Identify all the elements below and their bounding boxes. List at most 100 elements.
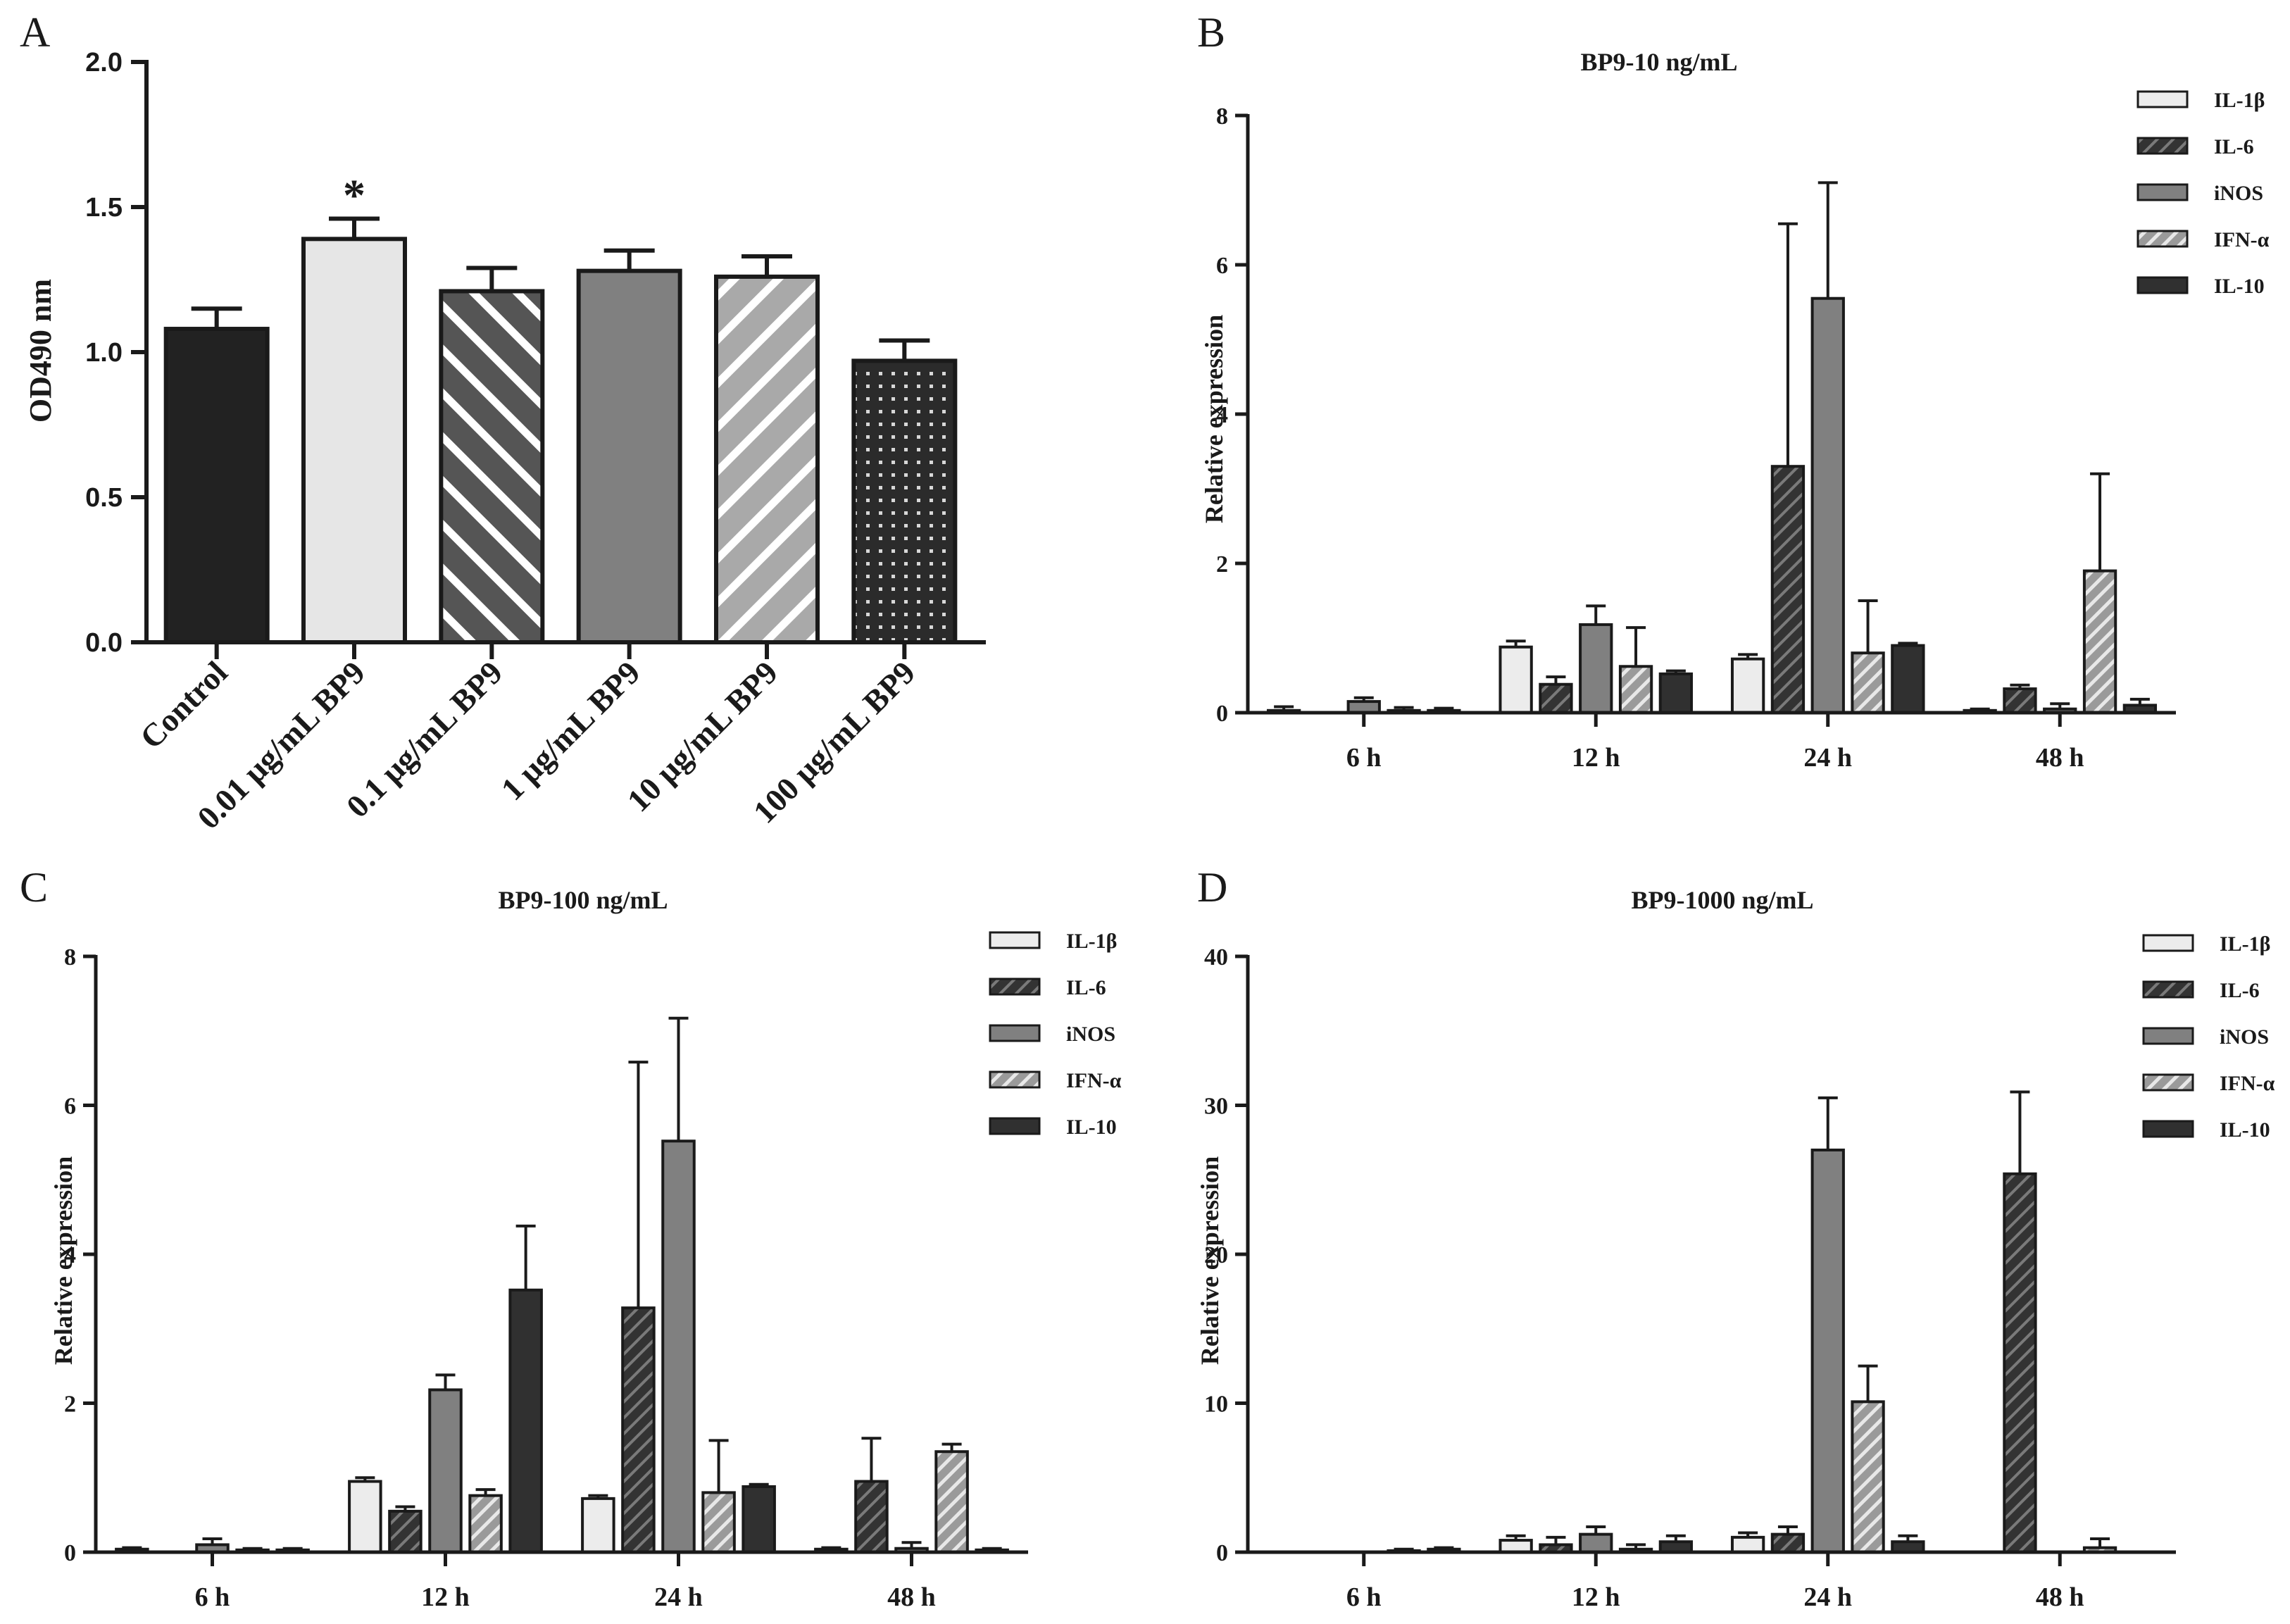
y-axis-label: OD490 nm [23, 279, 58, 423]
y-tick-label: 10 [1204, 1392, 1228, 1418]
legend-label: IL-1β [2220, 932, 2270, 956]
y-tick-label: 0 [1216, 1540, 1228, 1566]
legend-swatch [989, 1117, 1041, 1135]
bar [428, 1388, 463, 1554]
y-tick-label: 40 [1204, 944, 1228, 970]
legend-swatch [2136, 183, 2189, 201]
legend-swatch [2136, 276, 2189, 294]
category-label: 1 μg/mL BP9 [494, 654, 647, 807]
legend-label: IFN-α [1066, 1069, 1122, 1092]
chart-title: BP9-1000 ng/mL [1631, 886, 1813, 914]
category-label: 6 h [1346, 1582, 1382, 1612]
y-tick-label: 0 [1216, 701, 1228, 727]
legend-label: IL-6 [2220, 979, 2260, 1002]
legend-label: IL-6 [1066, 976, 1106, 999]
category-label: Control [133, 654, 234, 756]
bar [1579, 623, 1613, 714]
category-label: 48 h [2036, 743, 2084, 773]
panel-letter-a: A [20, 9, 50, 56]
error-bars [191, 216, 930, 361]
bar [701, 1491, 736, 1554]
panel-d: D BP9-1000 ng/mL Relative expression 0 10… [1196, 864, 2275, 1612]
bar [742, 1485, 776, 1554]
y-axis-label: Relative expression [1200, 315, 1228, 523]
y-tick-label: 2 [64, 1392, 76, 1418]
y-tick-label: 1.5 [85, 193, 123, 223]
legend-label: IL-1β [2214, 89, 2265, 112]
legend-label: iNOS [2220, 1025, 2269, 1049]
y-tick-label: 20 [1204, 1242, 1228, 1268]
category-label: 24 h [1803, 743, 1852, 773]
y-tick-label: 0.5 [85, 483, 123, 513]
legend-label: iNOS [1066, 1023, 1115, 1046]
bar [1810, 1148, 1845, 1554]
y-tick-label: 4 [1216, 402, 1228, 428]
panel-letter-c: C [20, 864, 48, 911]
bar [1539, 682, 1573, 714]
bar [1810, 296, 1845, 714]
chart-title: BP9-100 ng/mL [498, 886, 668, 914]
panel-b: B BP9-10 ng/mL Relative expression 0 2 4 6 8… [1197, 9, 2270, 773]
bar [301, 237, 407, 644]
bar [1770, 1532, 1806, 1554]
y-tick-label: 0 [64, 1540, 76, 1566]
category-label: 6 h [1346, 743, 1382, 773]
category-label: 12 h [421, 1582, 470, 1612]
category-label: 12 h [1572, 1582, 1620, 1612]
legend-label: IFN-α [2220, 1072, 2275, 1095]
category-label: 6 h [195, 1582, 230, 1612]
legend-swatch [2142, 1073, 2194, 1092]
legend-label: IL-10 [2220, 1118, 2270, 1142]
category-label: 48 h [887, 1582, 936, 1612]
legend-label: IL-1β [1066, 930, 1117, 953]
y-tick-label: 0.0 [85, 628, 123, 658]
y-tick-label: 6 [64, 1094, 76, 1120]
bar [1851, 1400, 1885, 1554]
category-label: 24 h [654, 1582, 703, 1612]
legend-swatch [989, 931, 1041, 949]
panel-letter-b: B [1197, 9, 1225, 56]
legend-swatch [2136, 90, 2189, 108]
y-tick-labels: 0.0 0.5 1.0 1.5 2.0 [85, 48, 123, 658]
bar [1579, 1532, 1613, 1554]
bar [1498, 645, 1533, 714]
chart-title: BP9-10 ng/mL [1580, 48, 1737, 76]
bar [576, 268, 682, 644]
bar [661, 1139, 696, 1554]
bar [714, 274, 820, 644]
legend-swatch [2142, 1120, 2194, 1138]
y-tick-label: 1.0 [85, 338, 123, 368]
bar [1658, 672, 1694, 715]
legend-label: IL-10 [1066, 1116, 1117, 1139]
panel-letter-d: D [1197, 864, 1227, 911]
bar [2003, 1172, 2037, 1554]
legend-swatch [2136, 230, 2189, 248]
bar [851, 358, 958, 644]
bar [388, 1509, 423, 1554]
bar [1618, 665, 1653, 715]
category-label: 24 h [1803, 1582, 1852, 1612]
y-tick-label: 30 [1204, 1094, 1228, 1120]
legend-swatch [2136, 137, 2189, 155]
bar [163, 327, 270, 644]
panel-c: C BP9-100 ng/mL Relative expression 0 2 4 6… [20, 864, 1122, 1612]
annotations: * [343, 170, 365, 220]
bar [2003, 687, 2037, 715]
legend-swatch [989, 1024, 1041, 1042]
y-axis-label: Relative expression [1196, 1156, 1224, 1365]
bar [581, 1497, 615, 1554]
bar [1851, 651, 1885, 715]
chart-body: 0 2 4 6 8 6 h 12 h 24 h 48 h IL-1β IL-6 iNOS IFN-α IL… [64, 930, 1122, 1612]
legend-label: IL-10 [2214, 275, 2265, 298]
legend-swatch [2142, 934, 2194, 952]
y-axis-label: Relative expression [49, 1156, 77, 1365]
y-tick-label: 4 [64, 1242, 76, 1268]
y-tick-label: 6 [1216, 253, 1228, 279]
bar [1730, 657, 1765, 714]
legend-swatch [2142, 1027, 2194, 1045]
bar [468, 1494, 503, 1554]
chart-body: 0 10 20 30 40 6 h 12 h 24 h 48 h IL-1β IL-6 iNOS IFN… [1204, 932, 2275, 1612]
